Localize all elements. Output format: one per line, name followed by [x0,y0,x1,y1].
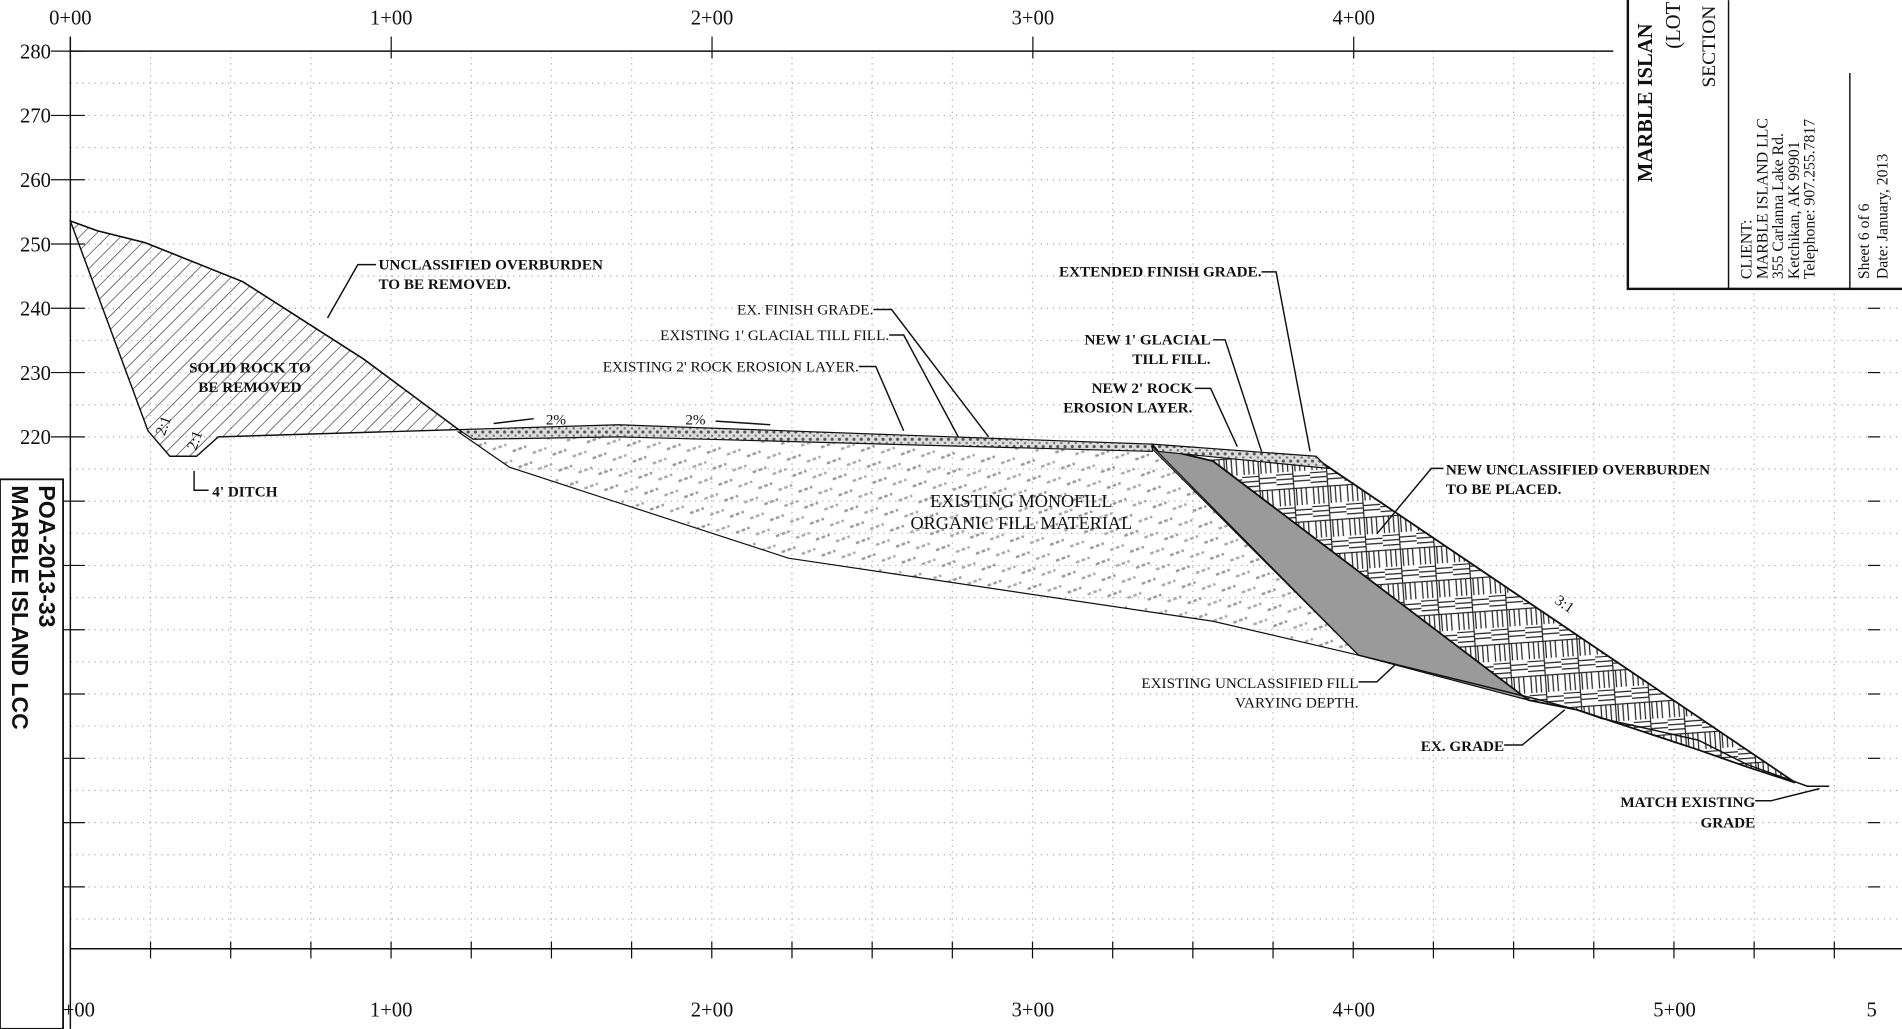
annotation: MATCH EXISTING [1620,794,1755,811]
title-block-text: MARBLE ISLAN (LOT SECTION CLIENT: MARBLE… [1635,1,1891,279]
slope-label: 2% [685,412,706,429]
sheet-title: SECTION [1699,6,1720,88]
client: Telephone: 907.255.7817 [1802,119,1819,279]
annotation: SOLID ROCK TO [189,360,311,377]
existing-grade [1358,654,1830,787]
annotation: EXISTING MONOFILL [930,491,1112,511]
station-label: 2+00 [691,7,734,29]
elevation-label: 260 [20,170,51,192]
project: MARBLE ISLAN [1635,23,1657,182]
annotations: UNCLASSIFIED OVERBURDEN TO BE REMOVED. S… [152,256,1755,831]
station-label: 4+00 [1332,7,1375,29]
client: MARBLE ISLAND LLC [1754,118,1771,279]
existing-cap [456,424,1153,453]
station-label: 0+00 [49,7,92,29]
leaders [193,263,1820,802]
station-label: 3+00 [1012,1000,1055,1022]
annotation: ORGANIC FILL MATERIAL [911,513,1133,533]
stamp-box [0,478,64,1029]
annotation: EXTENDED FINISH GRADE. [1059,264,1262,281]
stamp: POA-2013-33 MARBLE ISLAND LCC [7,485,60,729]
annotation: NEW UNCLASSIFIED OVERBURDEN [1446,461,1710,478]
annotation: EXISTING 1' GLACIAL TILL FILL. [660,327,889,344]
stamp-text: MARBLE ISLAND LCC [7,485,33,729]
station-label: 5 [1867,1000,1877,1022]
client: Ketchikan, AK 99901 [1786,141,1803,279]
elevation-label: 270 [20,106,51,128]
slope-label: 2:1 [152,414,175,438]
client: 355 Carlanna Lake Rd. [1770,133,1787,279]
annotation: EX. GRADE [1421,738,1504,755]
client: CLIENT: [1739,220,1756,280]
annotation: BE REMOVED [198,379,301,396]
station-label: 4+00 [1332,1000,1375,1022]
slope-label: 2:1 [184,428,207,452]
annotation: VARYING DEPTH. [1235,694,1359,711]
annotation: TO BE PLACED. [1446,481,1562,498]
new-overburden [1152,445,1796,784]
elevation-label: 250 [20,234,51,256]
elevation-label: 280 [20,41,51,63]
annotation: UNCLASSIFIED OVERBURDEN [378,256,602,273]
station-label: 3+00 [1012,7,1055,29]
annotation: NEW 1' GLACIAL [1085,332,1211,349]
annotation: TO BE REMOVED. [378,276,511,293]
elevation-label: 220 [20,427,51,449]
annotation: EXISTING 2' ROCK EROSION LAYER. [603,358,859,375]
new-cap [1150,443,1330,470]
annotation: EROSION LAYER. [1063,400,1192,417]
annotation: 4' DITCH [212,483,277,500]
annotation: TILL FILL. [1132,351,1211,368]
annotation: GRADE [1700,814,1755,831]
lot: (LOT [1663,1,1685,48]
slope-label: 2% [546,412,567,429]
title-block [1626,0,1902,291]
sheet-number: Sheet 6 of 6 [1856,203,1873,279]
station-label: 1+00 [370,1000,413,1022]
annotation: EXISTING UNCLASSIFIED FILL [1141,675,1358,692]
station-label: 1+00 [370,7,413,29]
elevation-label: 240 [20,299,51,321]
annotation: NEW 2' ROCK [1092,380,1193,397]
station-label: 5+00 [1653,1000,1696,1022]
sheet-date: Date: January, 2013 [1874,154,1891,280]
existing-ground [70,220,459,431]
elevation-label: 230 [20,363,51,385]
axes: 0+00 1+00 2+00 3+00 4+00 +00 1+00 2+00 3+00 4+00 5… [20,7,1881,1022]
station-label: 2+00 [691,1000,734,1022]
stamp-text: POA-2013-33 [34,485,60,627]
slope-label: 3:1 [1552,592,1578,617]
station-label: +00 [63,1000,95,1022]
annotation: EX. FINISH GRADE. [737,301,873,318]
